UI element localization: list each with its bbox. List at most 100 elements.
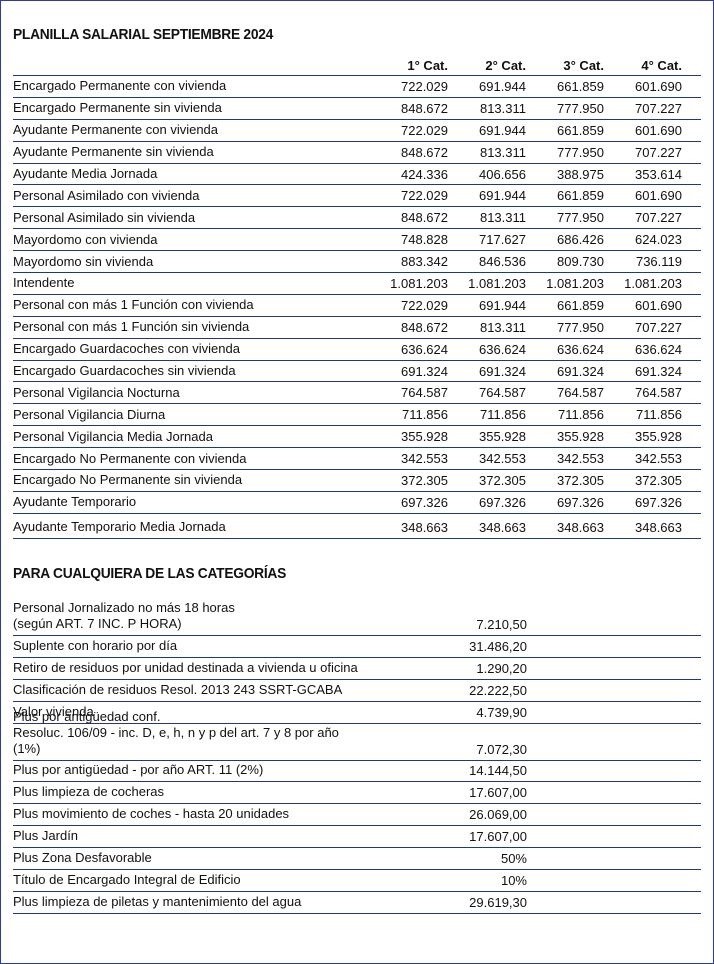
cell-value: 342.553 xyxy=(557,451,604,467)
cell-value: 848.672 xyxy=(401,100,448,116)
row-label: Personal Vigilancia Diurna xyxy=(13,406,166,422)
row-label: Encargado Guardacoches sin vivienda xyxy=(13,363,236,379)
cell-value: 846.536 xyxy=(479,254,526,270)
cell-value: 601.690 xyxy=(635,78,682,94)
cell-value: 348.663 xyxy=(635,519,682,535)
row-label: Personal Vigilancia Nocturna xyxy=(13,384,180,400)
cell-value: 764.587 xyxy=(401,385,448,401)
cell-value: 722.029 xyxy=(401,122,448,138)
column-header: 4° Cat. xyxy=(641,58,682,73)
cell-value: 342.553 xyxy=(635,451,682,467)
row-label: Plus limpieza de piletas y mantenimiento… xyxy=(13,893,302,909)
table-row: Personal Vigilancia Nocturna 764.587 764.5… xyxy=(13,382,701,405)
extras-table: Personal Jornalizado no más 18 horas (se… xyxy=(13,599,701,914)
cell-value: 342.553 xyxy=(479,451,526,467)
row-label: Ayudante Permanente sin vivienda xyxy=(13,144,214,160)
cell-value: 691.944 xyxy=(479,78,526,94)
cell-value: 601.690 xyxy=(635,188,682,204)
extras-row: Plus por antigüedad - por año ART. 11 (2… xyxy=(13,761,701,783)
cell-value: 717.627 xyxy=(479,232,526,248)
row-value: 17.607,00 xyxy=(469,785,527,801)
row-label: Valor vivienda xyxy=(13,703,94,719)
cell-value: 711.856 xyxy=(479,407,526,423)
extras-row: Plus limpieza de cocheras 17.607,00 xyxy=(13,782,701,805)
cell-value: 691.324 xyxy=(635,363,682,379)
cell-value: 883.342 xyxy=(401,254,448,270)
cell-value: 691.944 xyxy=(479,297,526,313)
table-row: Personal Vigilancia Media Jornada 355.928… xyxy=(13,426,701,449)
row-label: Encargado Permanente sin vivienda xyxy=(13,100,222,116)
cell-value: 372.305 xyxy=(635,472,682,488)
cell-value: 661.859 xyxy=(557,188,604,204)
row-label: Mayordomo con vivienda xyxy=(13,231,158,247)
cell-value: 661.859 xyxy=(557,122,604,138)
cell-value: 711.856 xyxy=(635,407,682,423)
row-label: Encargado Permanente con vivienda xyxy=(13,78,227,94)
cell-value: 722.029 xyxy=(401,78,448,94)
cell-value: 686.426 xyxy=(557,232,604,248)
extras-row: Clasificación de residuos Resol. 2013 24… xyxy=(13,680,701,702)
cell-value: 372.305 xyxy=(557,472,604,488)
cell-value: 697.326 xyxy=(557,494,604,510)
row-label: Personal Asimilado con vivienda xyxy=(13,187,200,203)
cell-value: 711.856 xyxy=(401,407,448,423)
row-label: Retiro de residuos por unidad destinada … xyxy=(13,659,358,675)
cell-value: 707.227 xyxy=(635,210,682,226)
cell-value: 424.336 xyxy=(401,166,448,182)
table-row: Personal con más 1 Función con vivienda 7… xyxy=(13,295,701,317)
row-value: 17.607,00 xyxy=(469,829,527,845)
cell-value: 636.624 xyxy=(635,341,682,357)
cell-value: 1.081.203 xyxy=(468,275,526,291)
row-label: Personal con más 1 Función con vivienda xyxy=(13,297,254,313)
row-value: 1.290,20 xyxy=(476,660,527,676)
row-value: 10% xyxy=(500,872,527,888)
page-title: PLANILLA SALARIAL SEPTIEMBRE 2024 xyxy=(13,26,274,43)
salary-table: 1° Cat. 2° Cat. 3° Cat. 4° Cat. Encargado Pe… xyxy=(13,56,701,539)
cell-value: 707.227 xyxy=(635,319,682,335)
extras-row: Título de Encargado Integral de Edificio… xyxy=(13,870,701,892)
table-row: Ayudante Media Jornada 424.336 406.656 388.… xyxy=(13,164,701,186)
row-label: Plus por antigüedad - por año ART. 11 (2… xyxy=(13,762,264,778)
row-value: 31.486,20 xyxy=(469,638,527,654)
row-label: Plus Zona Desfavorable xyxy=(13,850,152,866)
table-row: Personal con más 1 Función sin vivienda 8… xyxy=(13,317,701,339)
table-row: Ayudante Permanente sin vivienda 848.672 8… xyxy=(13,142,701,164)
extras-row: Valor vivienda 4.739,90 xyxy=(13,702,701,724)
extras-row: Retiro de residuos por unidad destinada … xyxy=(13,658,701,680)
cell-value: 355.928 xyxy=(479,429,526,445)
row-label: Encargado No Permanente sin vivienda xyxy=(13,472,243,488)
table-row: Encargado Permanente sin vivienda 848.672… xyxy=(13,98,701,120)
cell-value: 355.928 xyxy=(557,429,604,445)
table-row: Encargado Guardacoches sin vivienda 691.3… xyxy=(13,361,701,383)
row-value: 14.144,50 xyxy=(469,763,527,779)
row-label: Ayudante Temporario xyxy=(13,494,137,510)
row-value: 22.222,50 xyxy=(469,682,527,698)
table-row: Ayudante Permanente con vivienda 722.029 6… xyxy=(13,120,701,142)
table-row: Personal Vigilancia Diurna 711.856 711.856… xyxy=(13,404,701,427)
table-row: Personal Asimilado sin vivienda 848.672 81… xyxy=(13,207,701,230)
cell-value: 736.119 xyxy=(635,254,682,270)
table-row: Mayordomo sin vivienda 883.342 846.536 809.… xyxy=(13,251,701,274)
row-value: 4.739,90 xyxy=(476,704,527,720)
cell-value: 355.928 xyxy=(635,429,682,445)
cell-value: 764.587 xyxy=(479,385,526,401)
cell-value: 1.081.203 xyxy=(390,275,448,291)
column-header: 3° Cat. xyxy=(563,58,604,73)
cell-value: 697.326 xyxy=(635,494,682,510)
cell-value: 691.944 xyxy=(479,188,526,204)
cell-value: 813.311 xyxy=(479,210,526,226)
row-label: Personal Jornalizado no más 18 horas (se… xyxy=(13,600,235,631)
column-header: 1° Cat. xyxy=(407,58,448,73)
cell-value: 388.975 xyxy=(557,166,604,182)
cell-value: 764.587 xyxy=(557,385,604,401)
cell-value: 406.656 xyxy=(479,166,526,182)
cell-value: 636.624 xyxy=(401,341,448,357)
row-label: Encargado Guardacoches con vivienda xyxy=(13,341,240,357)
cell-value: 697.326 xyxy=(401,494,448,510)
cell-value: 348.663 xyxy=(401,519,448,535)
cell-value: 601.690 xyxy=(635,122,682,138)
cell-value: 809.730 xyxy=(557,254,604,270)
extras-row: Plus limpieza de piletas y mantenimiento… xyxy=(13,892,701,914)
cell-value: 342.553 xyxy=(401,451,448,467)
